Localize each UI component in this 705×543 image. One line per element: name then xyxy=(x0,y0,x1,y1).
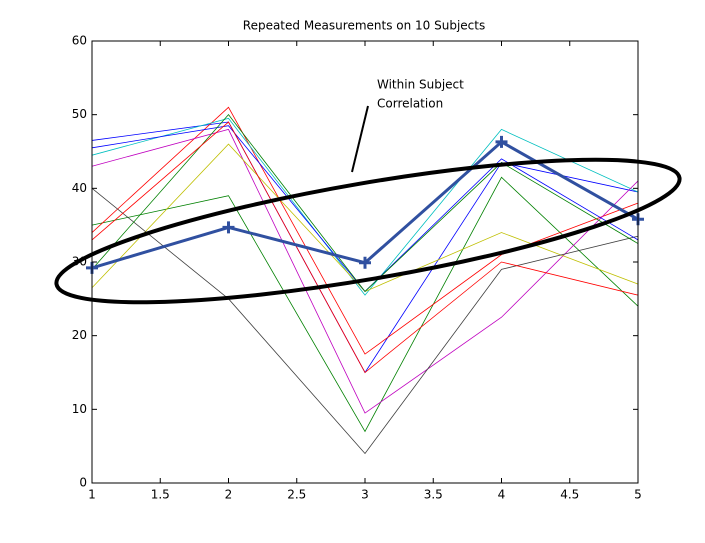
x-tick-label: 2 xyxy=(225,488,233,502)
y-tick-label: 40 xyxy=(72,181,87,195)
series-line xyxy=(91,188,639,455)
x-tick-label: 3 xyxy=(361,488,369,502)
annotation: Correlation xyxy=(377,97,443,111)
y-tick-label: 0 xyxy=(79,476,87,490)
chart-title: Repeated Measurements on 10 Subjects xyxy=(243,19,485,33)
series-line xyxy=(91,114,639,293)
y-tick-label: 50 xyxy=(72,107,87,121)
point-marker xyxy=(359,256,371,269)
x-tick-label: 5 xyxy=(634,488,642,502)
x-tick-label: 4 xyxy=(498,488,506,502)
annotation: Within Subject xyxy=(377,78,464,92)
y-tick-label: 20 xyxy=(72,328,87,342)
point-marker xyxy=(495,135,508,148)
annotation-pointer xyxy=(351,105,369,173)
x-tick-label: 4.5 xyxy=(560,488,579,502)
series-line xyxy=(91,106,639,355)
correlation-ellipse xyxy=(54,157,682,305)
y-tick-label: 30 xyxy=(72,255,87,269)
x-tick-label: 2.5 xyxy=(287,488,306,502)
series-line xyxy=(91,117,639,296)
x-tick-label: 1 xyxy=(88,488,96,502)
y-tick-label: 60 xyxy=(72,34,87,48)
series-line xyxy=(91,121,639,374)
y-tick-label: 10 xyxy=(72,402,87,416)
point-marker xyxy=(222,221,235,234)
x-tick-label: 1.5 xyxy=(151,488,170,502)
series-line xyxy=(91,176,639,433)
x-tick-label: 3.5 xyxy=(424,488,443,502)
series-line xyxy=(91,128,639,414)
